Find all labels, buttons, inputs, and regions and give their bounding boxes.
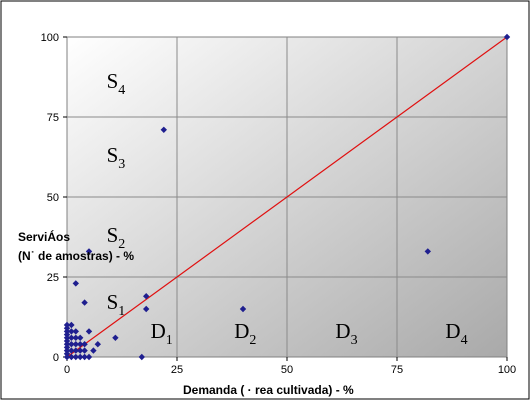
data-point (68, 353, 75, 361)
data-point (85, 248, 93, 255)
region-label-d3: D3 (335, 319, 357, 348)
y-axis-title-line-1: ServiÁos (18, 229, 70, 244)
x-axis-tick-labels: 0 25 50 75 100 (64, 357, 516, 376)
region-label-s4: S4 (107, 69, 126, 98)
data-point (72, 328, 79, 335)
data-point (503, 33, 511, 41)
data-point (81, 353, 88, 361)
y-tick-label: 0 (53, 352, 59, 364)
data-point (424, 248, 431, 255)
region-label-d2: D2 (234, 319, 256, 348)
data-point (68, 328, 75, 335)
data-point (68, 347, 75, 354)
data-point (63, 331, 71, 338)
data-point (160, 126, 167, 133)
y-tick-label: 75 (47, 112, 59, 124)
data-point (143, 305, 150, 313)
data-point (90, 347, 97, 354)
x-tick-label: 75 (391, 364, 403, 376)
y-tick-label: 50 (47, 192, 59, 204)
data-point (63, 353, 71, 361)
data-point (81, 341, 88, 348)
y-axis-title-line-2: (N˙ de amostras) - % (18, 249, 134, 263)
y-tick-label: 25 (47, 272, 59, 284)
data-point (85, 353, 93, 361)
region-label-s2: S2 (107, 223, 126, 252)
region-label-s1: S1 (107, 290, 126, 319)
data-point (68, 321, 75, 329)
data-point (77, 334, 84, 341)
data-point (94, 341, 101, 348)
data-point (63, 347, 71, 354)
data-point (72, 280, 79, 287)
data-point (239, 305, 247, 313)
data-point (85, 328, 93, 335)
data-point (81, 299, 88, 306)
x-tick-label: 25 (171, 364, 183, 376)
region-labels: S4 S3 S2 S1 D1 D2 D3 D4 (107, 69, 468, 348)
data-point (112, 334, 119, 341)
data-point (72, 341, 79, 348)
data-point (72, 334, 79, 341)
data-point (81, 347, 88, 354)
region-label-s3: S3 (107, 143, 126, 172)
x-tick-label: 0 (64, 364, 70, 376)
y-tick-label: 100 (41, 32, 59, 44)
data-point (68, 341, 75, 348)
x-axis-title: Demanda ( · rea cultivada) - % (183, 383, 354, 397)
data-point (72, 353, 79, 361)
x-tick-label: 50 (281, 364, 293, 376)
data-points (63, 33, 511, 361)
x-tick-label: 100 (498, 364, 516, 376)
data-point (77, 341, 84, 348)
y-axis-tick-labels: 0 25 50 75 100 (41, 32, 67, 364)
trend-line (66, 36, 508, 358)
data-point (72, 347, 79, 354)
data-point (77, 353, 84, 361)
data-point (143, 293, 150, 300)
region-label-d1: D1 (151, 319, 173, 348)
data-point (77, 347, 84, 354)
data-point (68, 334, 75, 341)
data-point (138, 353, 145, 361)
region-label-d4: D4 (445, 319, 467, 348)
trend-line-layer (66, 36, 508, 358)
